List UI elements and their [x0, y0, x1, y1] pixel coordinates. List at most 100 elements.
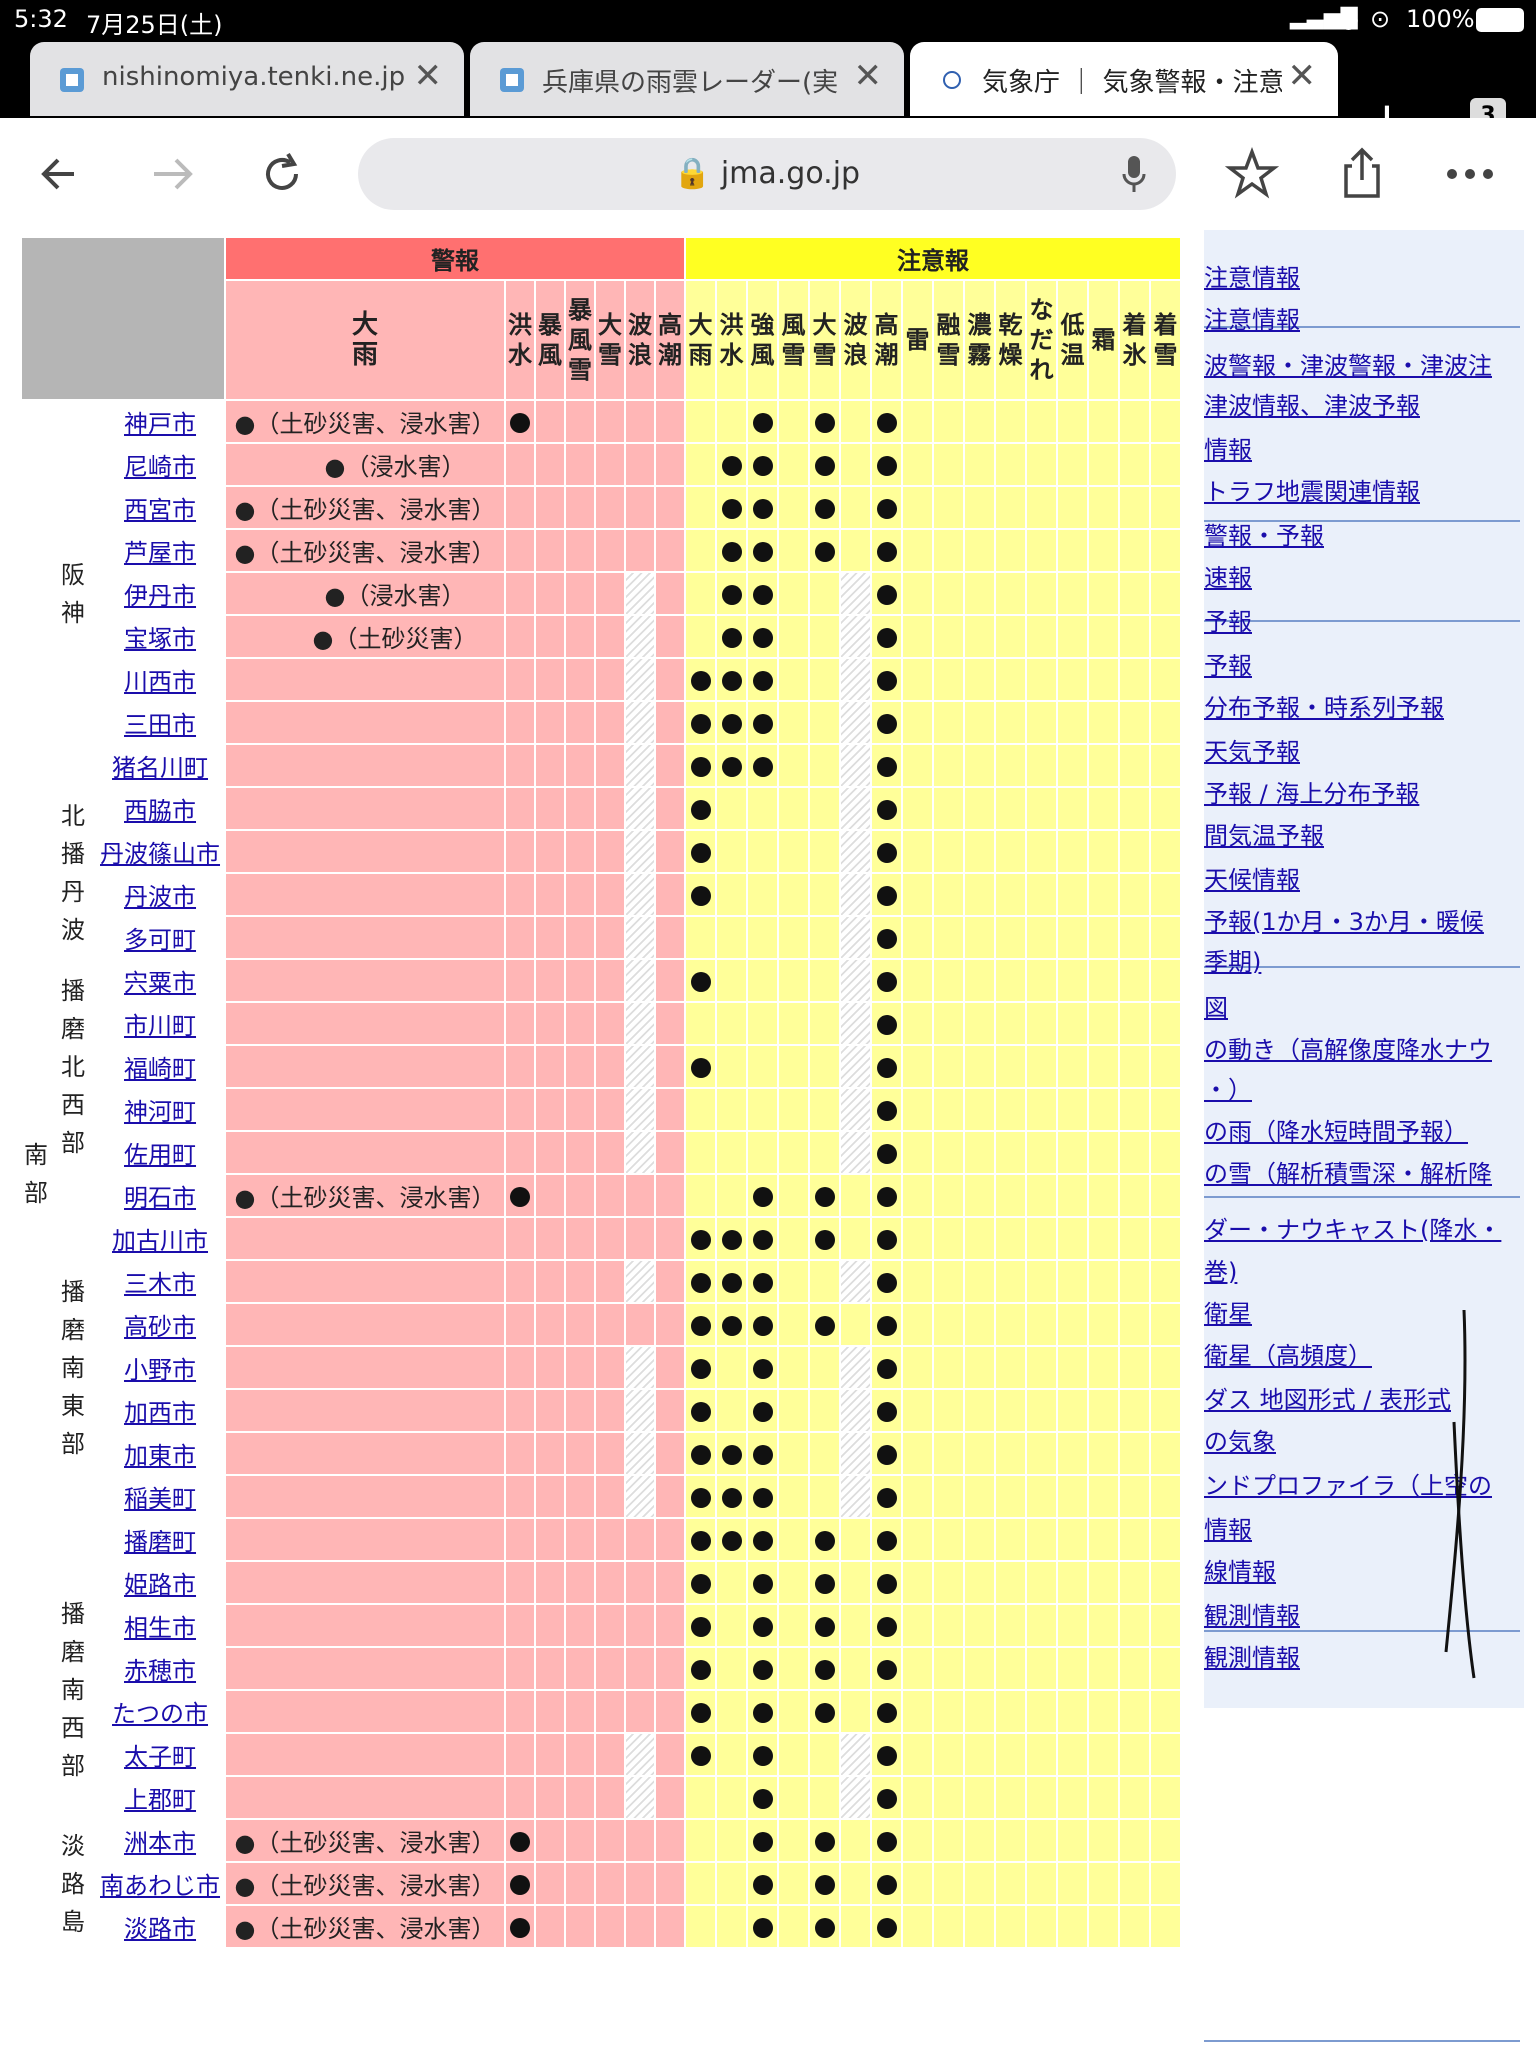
- bookmark-star-icon[interactable]: [1222, 144, 1282, 204]
- sidebar-link[interactable]: の気象: [1204, 1422, 1276, 1457]
- sidebar-link[interactable]: 警報・予報: [1204, 516, 1324, 551]
- address-bar[interactable]: 🔒 jma.go.jp: [358, 138, 1176, 210]
- sidebar-link[interactable]: 予報: [1204, 602, 1252, 637]
- more-menu-icon[interactable]: [1440, 144, 1500, 204]
- sidebar-link[interactable]: 予報 / 海上分布予報: [1204, 774, 1419, 809]
- sidebar-link[interactable]: 情報: [1204, 430, 1252, 465]
- advisory-cell: [1025, 743, 1059, 788]
- sidebar-link[interactable]: 注意情報: [1204, 300, 1300, 335]
- share-icon[interactable]: [1332, 144, 1392, 204]
- city-link[interactable]: 宝塚市: [124, 625, 197, 653]
- forward-icon[interactable]: [142, 144, 202, 204]
- warning-cell: [654, 1560, 687, 1605]
- sidebar-link[interactable]: 速報: [1204, 558, 1252, 593]
- back-icon[interactable]: [34, 144, 94, 204]
- sidebar-link[interactable]: 観測情報: [1204, 1596, 1300, 1631]
- advisory-cell: [1087, 1345, 1121, 1390]
- city-link[interactable]: 尼崎市: [124, 453, 197, 481]
- advisory-cell: [777, 915, 811, 960]
- city-link[interactable]: 加古川市: [112, 1227, 209, 1255]
- city-link[interactable]: 高砂市: [124, 1313, 197, 1341]
- advisory-cell: [870, 1044, 904, 1089]
- sidebar-link[interactable]: 天気予報: [1204, 732, 1300, 767]
- city-link[interactable]: 多可町: [124, 926, 197, 954]
- city-link[interactable]: 洲本市: [124, 1829, 197, 1857]
- city-link[interactable]: 三木市: [124, 1270, 197, 1298]
- city-link[interactable]: 伊丹市: [124, 582, 197, 610]
- microphone-icon[interactable]: [1122, 154, 1146, 194]
- city-link[interactable]: 姫路市: [124, 1571, 197, 1599]
- advisory-cell: [808, 1818, 842, 1863]
- city-link[interactable]: 小野市: [124, 1356, 197, 1384]
- city-link[interactable]: 神戸市: [124, 410, 197, 438]
- city-link[interactable]: 丹波篠山市: [100, 840, 221, 868]
- close-tab-icon[interactable]: ✕: [413, 56, 443, 96]
- reload-icon[interactable]: [252, 144, 312, 204]
- city-link[interactable]: 西宮市: [124, 496, 197, 524]
- city-link[interactable]: 三田市: [124, 711, 197, 739]
- city-link[interactable]: 西脇市: [124, 797, 197, 825]
- city-link[interactable]: 川西市: [124, 668, 197, 696]
- sidebar-link[interactable]: ダー・ナウキャスト(降水・: [1204, 1210, 1501, 1245]
- sidebar-link[interactable]: の雨（降水短時間予報）: [1204, 1112, 1468, 1147]
- warning-col-header-3: 暴風雪: [564, 279, 597, 401]
- tab-jma[interactable]: 気象庁 ｜ 気象警報・注意 ✕: [910, 42, 1338, 116]
- city-link[interactable]: 市川町: [124, 1012, 197, 1040]
- sidebar-link[interactable]: トラフ地震関連情報: [1204, 472, 1420, 507]
- advisory-cell: [932, 1689, 966, 1734]
- sidebar-link[interactable]: 季期): [1204, 942, 1261, 977]
- sidebar-link[interactable]: ダス 地図形式 / 表形式: [1204, 1380, 1451, 1415]
- sidebar-link[interactable]: 分布予報・時系列予報: [1204, 688, 1444, 723]
- advisory-dot: [876, 584, 897, 605]
- sidebar-link[interactable]: の動き（高解像度降水ナウ: [1204, 1030, 1492, 1065]
- sidebar-link[interactable]: 注意情報: [1204, 258, 1300, 293]
- city-link[interactable]: 猪名川町: [112, 754, 209, 782]
- city-link[interactable]: 赤穂市: [124, 1657, 197, 1685]
- sidebar-link[interactable]: 図: [1204, 988, 1228, 1023]
- sidebar-link[interactable]: 衛星: [1204, 1294, 1252, 1329]
- city-link[interactable]: 神河町: [124, 1098, 197, 1126]
- sidebar-link[interactable]: 予報: [1204, 646, 1252, 681]
- city-link[interactable]: 加東市: [124, 1442, 197, 1470]
- warning-cell: [624, 399, 657, 444]
- city-link[interactable]: 佐用町: [124, 1141, 197, 1169]
- city-link[interactable]: 丹波市: [124, 883, 197, 911]
- sidebar-link[interactable]: 情報: [1204, 1510, 1252, 1545]
- city-link[interactable]: 加西市: [124, 1399, 197, 1427]
- advisory-cell: [994, 786, 1028, 831]
- sidebar-link[interactable]: 間気温予報: [1204, 816, 1324, 851]
- sidebar-link[interactable]: の雪（解析積雪深・解析降: [1204, 1154, 1492, 1189]
- tab-radar[interactable]: 兵庫県の雨雲レーダー(実 ✕: [470, 42, 904, 116]
- sidebar-link[interactable]: ・）: [1204, 1070, 1252, 1105]
- sidebar-link[interactable]: 津波情報、津波予報: [1204, 386, 1420, 421]
- sidebar-link[interactable]: 巻): [1204, 1252, 1237, 1287]
- city-link[interactable]: 播磨町: [124, 1528, 197, 1556]
- city-link[interactable]: 宍粟市: [124, 969, 197, 997]
- city-link[interactable]: 稲美町: [124, 1485, 197, 1513]
- city-link[interactable]: たつの市: [112, 1700, 209, 1728]
- sidebar-link[interactable]: 予報(1か月・3か月・暖候: [1204, 902, 1484, 937]
- city-link[interactable]: 南あわじ市: [100, 1872, 221, 1900]
- city-link[interactable]: 太子町: [124, 1743, 197, 1771]
- advisory-cell: [715, 657, 749, 702]
- sidebar-link[interactable]: 衛星（高頻度）: [1204, 1336, 1372, 1371]
- city-link[interactable]: 相生市: [124, 1614, 197, 1642]
- advisory-dot: [876, 1616, 897, 1637]
- sidebar-link[interactable]: ンドプロファイラ（上空の: [1204, 1466, 1492, 1501]
- sidebar-link[interactable]: 天候情報: [1204, 860, 1300, 895]
- close-tab-icon[interactable]: ✕: [1287, 56, 1317, 96]
- sidebar-link[interactable]: 観測情報: [1204, 1638, 1300, 1673]
- tab-nishinomiya[interactable]: nishinomiya.tenki.ne.jp ✕: [30, 42, 464, 116]
- advisory-cell: [1025, 1517, 1059, 1562]
- sidebar-link-label: 注意情報: [1204, 264, 1300, 292]
- city-link[interactable]: 上郡町: [124, 1786, 197, 1814]
- city-link[interactable]: 芦屋市: [124, 539, 197, 567]
- sidebar-link[interactable]: 波警報・津波警報・津波注: [1204, 346, 1492, 381]
- close-tab-icon[interactable]: ✕: [853, 56, 883, 96]
- city-link[interactable]: 明石市: [124, 1184, 197, 1212]
- city-link[interactable]: 福崎町: [124, 1055, 197, 1083]
- advisory-cell: [1025, 485, 1059, 530]
- city-link[interactable]: 淡路市: [124, 1915, 197, 1943]
- advisory-dot: [876, 498, 897, 519]
- sidebar-link[interactable]: 線情報: [1204, 1552, 1276, 1587]
